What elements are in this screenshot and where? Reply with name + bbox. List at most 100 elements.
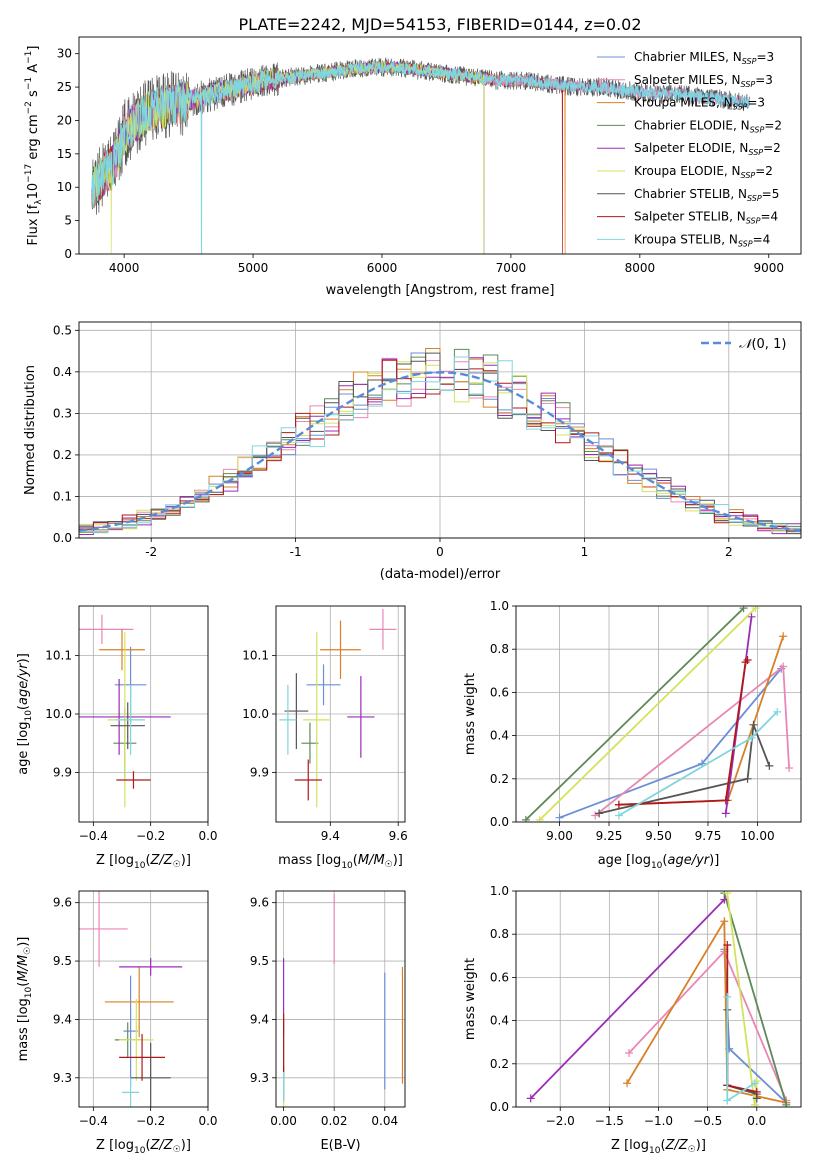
weights-salpeter-elodie-marker [747,612,756,621]
age-vs-Z-xtick-label: −0.2 [136,829,165,843]
mass-vs-Z-ytick-label: 9.3 [53,1071,72,1085]
massweight-vs-age-ytick-label: 0.6 [490,685,509,699]
massweight-vs-age-xlabel: age [log10(age/yr)] [598,853,720,871]
weights-kroupa-stelib [614,707,782,820]
spectrum-xtick-label: 9000 [753,261,784,275]
weights-salpeter-miles [591,662,794,820]
panel-spectrum: 4000 5000 6000 7000 8000 9000 0 5 10 15 20 25 30 wave… [24,36,802,298]
weights-salpeter-miles-marker [779,662,788,671]
age-vs-Z-ytick-label: 10.0 [45,707,72,721]
residuals-ytick-label: 0.4 [53,365,72,379]
mass-vs-EBV-frame [275,890,406,1108]
legend-entry: Salpeter MILES, NSSP=3 [634,73,773,89]
mass-vs-Z-xlabel: Z [log10(Z/Z☉)] [96,1138,191,1156]
massweight-vs-age-ylabel: mass weight [463,673,478,755]
spectrum-ylabel: Flux [fλ10−17 erg cm−2 s−1 A−1] [24,46,44,246]
weights-salpeter-elodie-marker [720,895,729,904]
massweight-vs-age-xtick-label: 9.25 [596,829,623,843]
errorbar-salpeter-elodie [347,676,375,758]
weights-salpeter-stelib-marker [723,941,732,949]
errorbar-salpeter-stelib [294,759,322,801]
weights-chabrier-stelib-marker [595,809,604,818]
mass-vs-Z-ytick-label: 9.4 [53,1012,72,1026]
legend-entry: Chabrier STELIB, NSSP=5 [634,187,779,203]
massweight-vs-Z-xtick-label: −1.0 [644,1114,673,1128]
age-vs-Z-frame [78,605,209,823]
mass-vs-Z-plot-area [79,891,183,1107]
massweight-vs-Z-xtick-label: −0.5 [693,1114,722,1128]
legend-entry: 𝒩(0, 1) [739,337,786,352]
mass-vs-EBV-xlabel: E(B-V) [320,1138,360,1153]
residuals-ytick-label: 0.1 [53,489,72,503]
spectrum-xtick-label: 8000 [625,261,656,275]
errorbar-kroupa-stelib [122,1077,140,1107]
massweight-vs-age-xtick-label: 9.50 [645,829,672,843]
weights-salpeter-elodie-marker [526,1094,535,1103]
mass-vs-Z-ytick-label: 9.5 [53,954,72,968]
weights-chabrier-elodie-marker [739,606,748,613]
errorbar-chabrier-stelib [130,1042,171,1107]
errorbar-kroupa-stelib [279,684,297,755]
weights-salpeter-elodie-marker [721,809,730,818]
errorbar-kroupa-elodie [119,999,154,1081]
spectrum-ytick-label: 20 [57,113,72,127]
weights-kroupa-elodie-marker [750,1100,759,1107]
errorbar-salpeter-elodie [119,958,183,976]
residuals-plot-area [79,348,801,538]
errorbar-salpeter-elodie [79,678,171,755]
age-vs-mass-plot-area [279,608,397,808]
residuals-ytick-label: 0.2 [53,448,72,462]
massweight-vs-Z-ytick-label: 0.6 [490,970,509,984]
age-vs-Z-ylabel: age [log10(age/yr)] [16,653,34,775]
panel-mass-vs-Z: −0.4 −0.2 0.0 9.3 9.4 9.5 9.6 Z [log10(Z/Z☉)] ma… [16,890,218,1156]
massweight-vs-age-ytick-label: 0.4 [490,729,509,743]
weights-chabrier-stelib-marker [749,720,758,729]
residuals-ytick-label: 0.5 [53,323,72,337]
age-vs-mass-xtick-label: 9.6 [389,829,408,843]
spectrum-ytick-label: 0 [64,247,72,261]
age-vs-mass-ytick-label: 9.9 [250,765,269,779]
massweight-vs-Z-ylabel: mass weight [463,958,478,1040]
weights-kroupa-elodie-marker [723,891,732,898]
residuals-frame [78,321,802,539]
errorbar-chabrier-elodie [301,722,319,764]
errorbar-kroupa-elodie [303,632,331,808]
age-vs-Z-xtick-label: 0.0 [198,829,217,843]
massweight-vs-Z-xlabel: Z [log10(Z/Z☉)] [611,1138,706,1156]
legend-entry: Salpeter STELIB, NSSP=4 [634,210,778,226]
age-vs-mass-ytick-label: 10.0 [242,707,269,721]
errorbar-salpeter-stelib [116,771,151,789]
weights-chabrier-elodie-line [723,892,788,1106]
weights-kroupa-stelib-marker [614,811,623,820]
errorbar-kroupa-miles [99,629,145,671]
weights-chabrier-elodie [521,606,748,822]
mass-vs-EBV-xtick-label: 0.04 [371,1114,398,1128]
mass-vs-Z-ytick-label: 9.6 [53,896,72,910]
spectrum-ytick-label: 30 [57,47,72,61]
age-vs-mass-ytick-label: 10.1 [242,649,269,663]
mass-vs-EBV-ytick-label: 9.5 [250,954,269,968]
residuals-ylabel: Normed distribution [23,365,38,495]
massweight-vs-Z-frame [515,890,802,1108]
massweight-vs-age-ytick-label: 0.8 [490,642,509,656]
weights-kroupa-miles-marker [779,632,788,641]
weights-kroupa-elodie-marker [535,815,544,822]
weights-salpeter-stelib-marker [614,800,623,809]
weights-salpeter-elodie-line [530,898,725,1100]
massweight-vs-Z-xtick-label: −2.0 [546,1114,575,1128]
errorbar-chabrier-miles [123,975,138,1087]
residuals-xtick-label: -1 [290,545,302,559]
spectrum-ytick-label: 10 [57,180,72,194]
normal-curve [79,371,801,532]
weights-salpeter-miles-marker [785,764,794,772]
weights-chabrier-elodie-line [525,607,745,821]
age-vs-mass-xlabel: mass [log10(M/M☉)] [278,853,403,871]
massweight-vs-Z-ytick-label: 0.8 [490,927,509,941]
massweight-vs-age-plot-area [521,606,794,822]
massweight-vs-Z-ytick-label: 0.0 [490,1100,509,1114]
weights-kroupa-stelib [723,992,759,1105]
residuals-xtick-label: -2 [145,545,157,559]
panel-residuals: -2 -1 0 1 2 0.0 0.1 0.2 0.3 0.4 0.5 (data-model)/er… [23,321,802,582]
legend-entry: Chabrier ELODIE, NSSP=2 [634,118,782,134]
errorbar-salpeter-stelib [119,1034,165,1081]
